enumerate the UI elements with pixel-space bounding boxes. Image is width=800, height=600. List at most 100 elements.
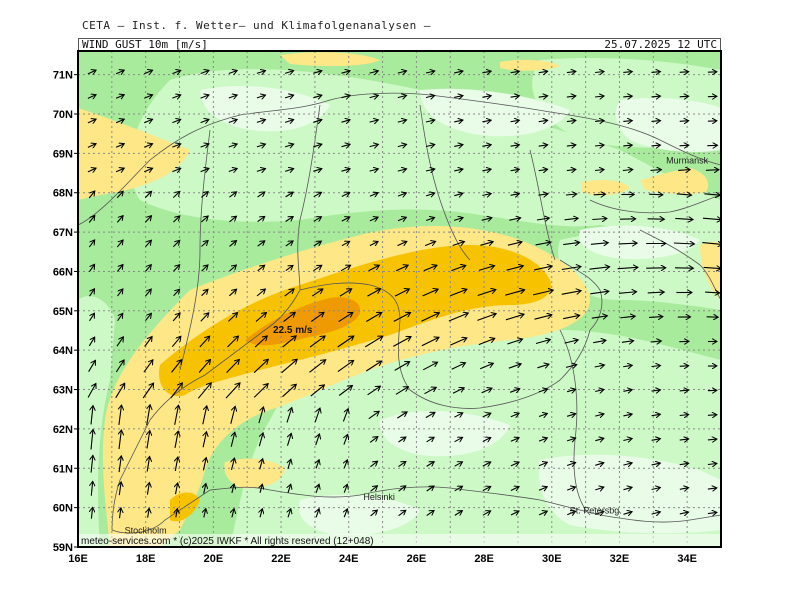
wind-arrow [310,385,325,397]
wind-arrow [198,360,210,373]
wind-arrow [426,486,434,492]
wind-arrow [284,144,294,147]
wind-arrow [260,459,263,470]
wind-arrow [623,96,632,97]
wind-arrow [313,120,322,123]
max-gust-label: 22.5 m/s [273,325,313,336]
wind-arrow [173,289,180,297]
wind-arrow [397,241,407,245]
wind-arrow [145,265,152,272]
wind-arrow [397,95,407,97]
wind-arrow [623,365,632,366]
wind-arrow [676,194,692,195]
wind-arrow [482,194,491,196]
wind-arrow [478,266,495,271]
wind-arrow [285,265,293,272]
wind-arrow [563,242,579,244]
wind-arrow [314,408,320,423]
wind-arrow [454,486,463,491]
wind-arrow [707,488,717,489]
wind-arrow [538,169,548,170]
wind-arrow [705,170,719,171]
wind-arrow [424,241,436,247]
wind-arrow [395,387,408,395]
wind-arrow [448,313,468,322]
wind-arrow [422,289,439,297]
wind-arrow [482,462,491,466]
wind-arrow [397,120,407,122]
wind-arrow [510,389,520,393]
wind-arrow [532,290,553,296]
wind-arrow [148,508,150,518]
wind-arrow [172,191,180,199]
wind-arrow [311,289,323,297]
longitude-tick-label: 32E [610,553,630,565]
wind-arrow [285,192,294,198]
wind-arrow [425,71,435,73]
wind-arrow [481,388,492,394]
wind-arrow [425,96,435,98]
wind-arrow [283,312,296,323]
longitude-tick-label: 22E [271,553,291,565]
wind-arrow [145,289,152,297]
wind-arrow [482,438,491,442]
wind-arrow [316,460,319,469]
wind-arrow [147,482,149,495]
latitude-tick-label: 66N [53,266,73,278]
wind-arrow [651,96,661,97]
wind-arrow [651,72,661,73]
wind-arrow [366,361,381,372]
wind-arrow [284,289,294,297]
city-label: St. Petersbg. [570,506,622,516]
wind-arrow [424,387,437,395]
valid-time-label: 25.07.2025 12 UTC [604,38,717,51]
wind-arrow [341,120,351,122]
wind-arrow [117,313,123,322]
wind-arrow [623,390,632,392]
wind-arrow [91,406,93,425]
wind-arrow [344,434,348,445]
wind-arrow [119,405,122,425]
longitude-tick-label: 24E [339,553,359,565]
wind-arrow [508,364,521,369]
wind-arrow [143,95,152,98]
wind-arrow [679,415,689,416]
wind-arrow [172,119,180,122]
wind-arrow [393,313,411,322]
wind-arrow [89,289,95,297]
lat-lon-grid [78,51,721,547]
wind-arrow [506,266,524,271]
wind-arrow [565,365,577,368]
wind-arrow [454,145,463,147]
wind-arrow [256,169,266,172]
map-frame [77,50,722,548]
wind-arrow [623,439,632,441]
wind-arrow [89,313,95,322]
wind-arrow [394,362,410,371]
wind-arrow [367,386,381,396]
wind-arrow [479,363,493,370]
wind-arrow [88,337,94,347]
latitude-tick-label: 63N [53,385,73,397]
wind-arrow [675,218,693,219]
wind-arrow [313,169,322,172]
wind-arrow [176,509,178,518]
wind-arrow [561,291,581,295]
wind-arrow [316,484,319,493]
wind-arrow [91,481,92,496]
wind-arrow [510,438,519,442]
longitude-tick-label: 28E [474,553,494,565]
wind-arrow [510,511,519,515]
wind-arrow [364,336,383,348]
wind-arrow [200,313,209,322]
wind-arrow [253,384,268,398]
wind-arrow [425,120,435,122]
wind-arrow [538,71,548,72]
wind-arrow [595,96,604,97]
wind-arrow [284,71,294,74]
latitude-tick-label: 70N [53,109,73,121]
wind-arrow [204,509,206,518]
wind-arrow [538,120,548,121]
wind-arrow [477,314,496,321]
wind-arrow [425,412,435,419]
